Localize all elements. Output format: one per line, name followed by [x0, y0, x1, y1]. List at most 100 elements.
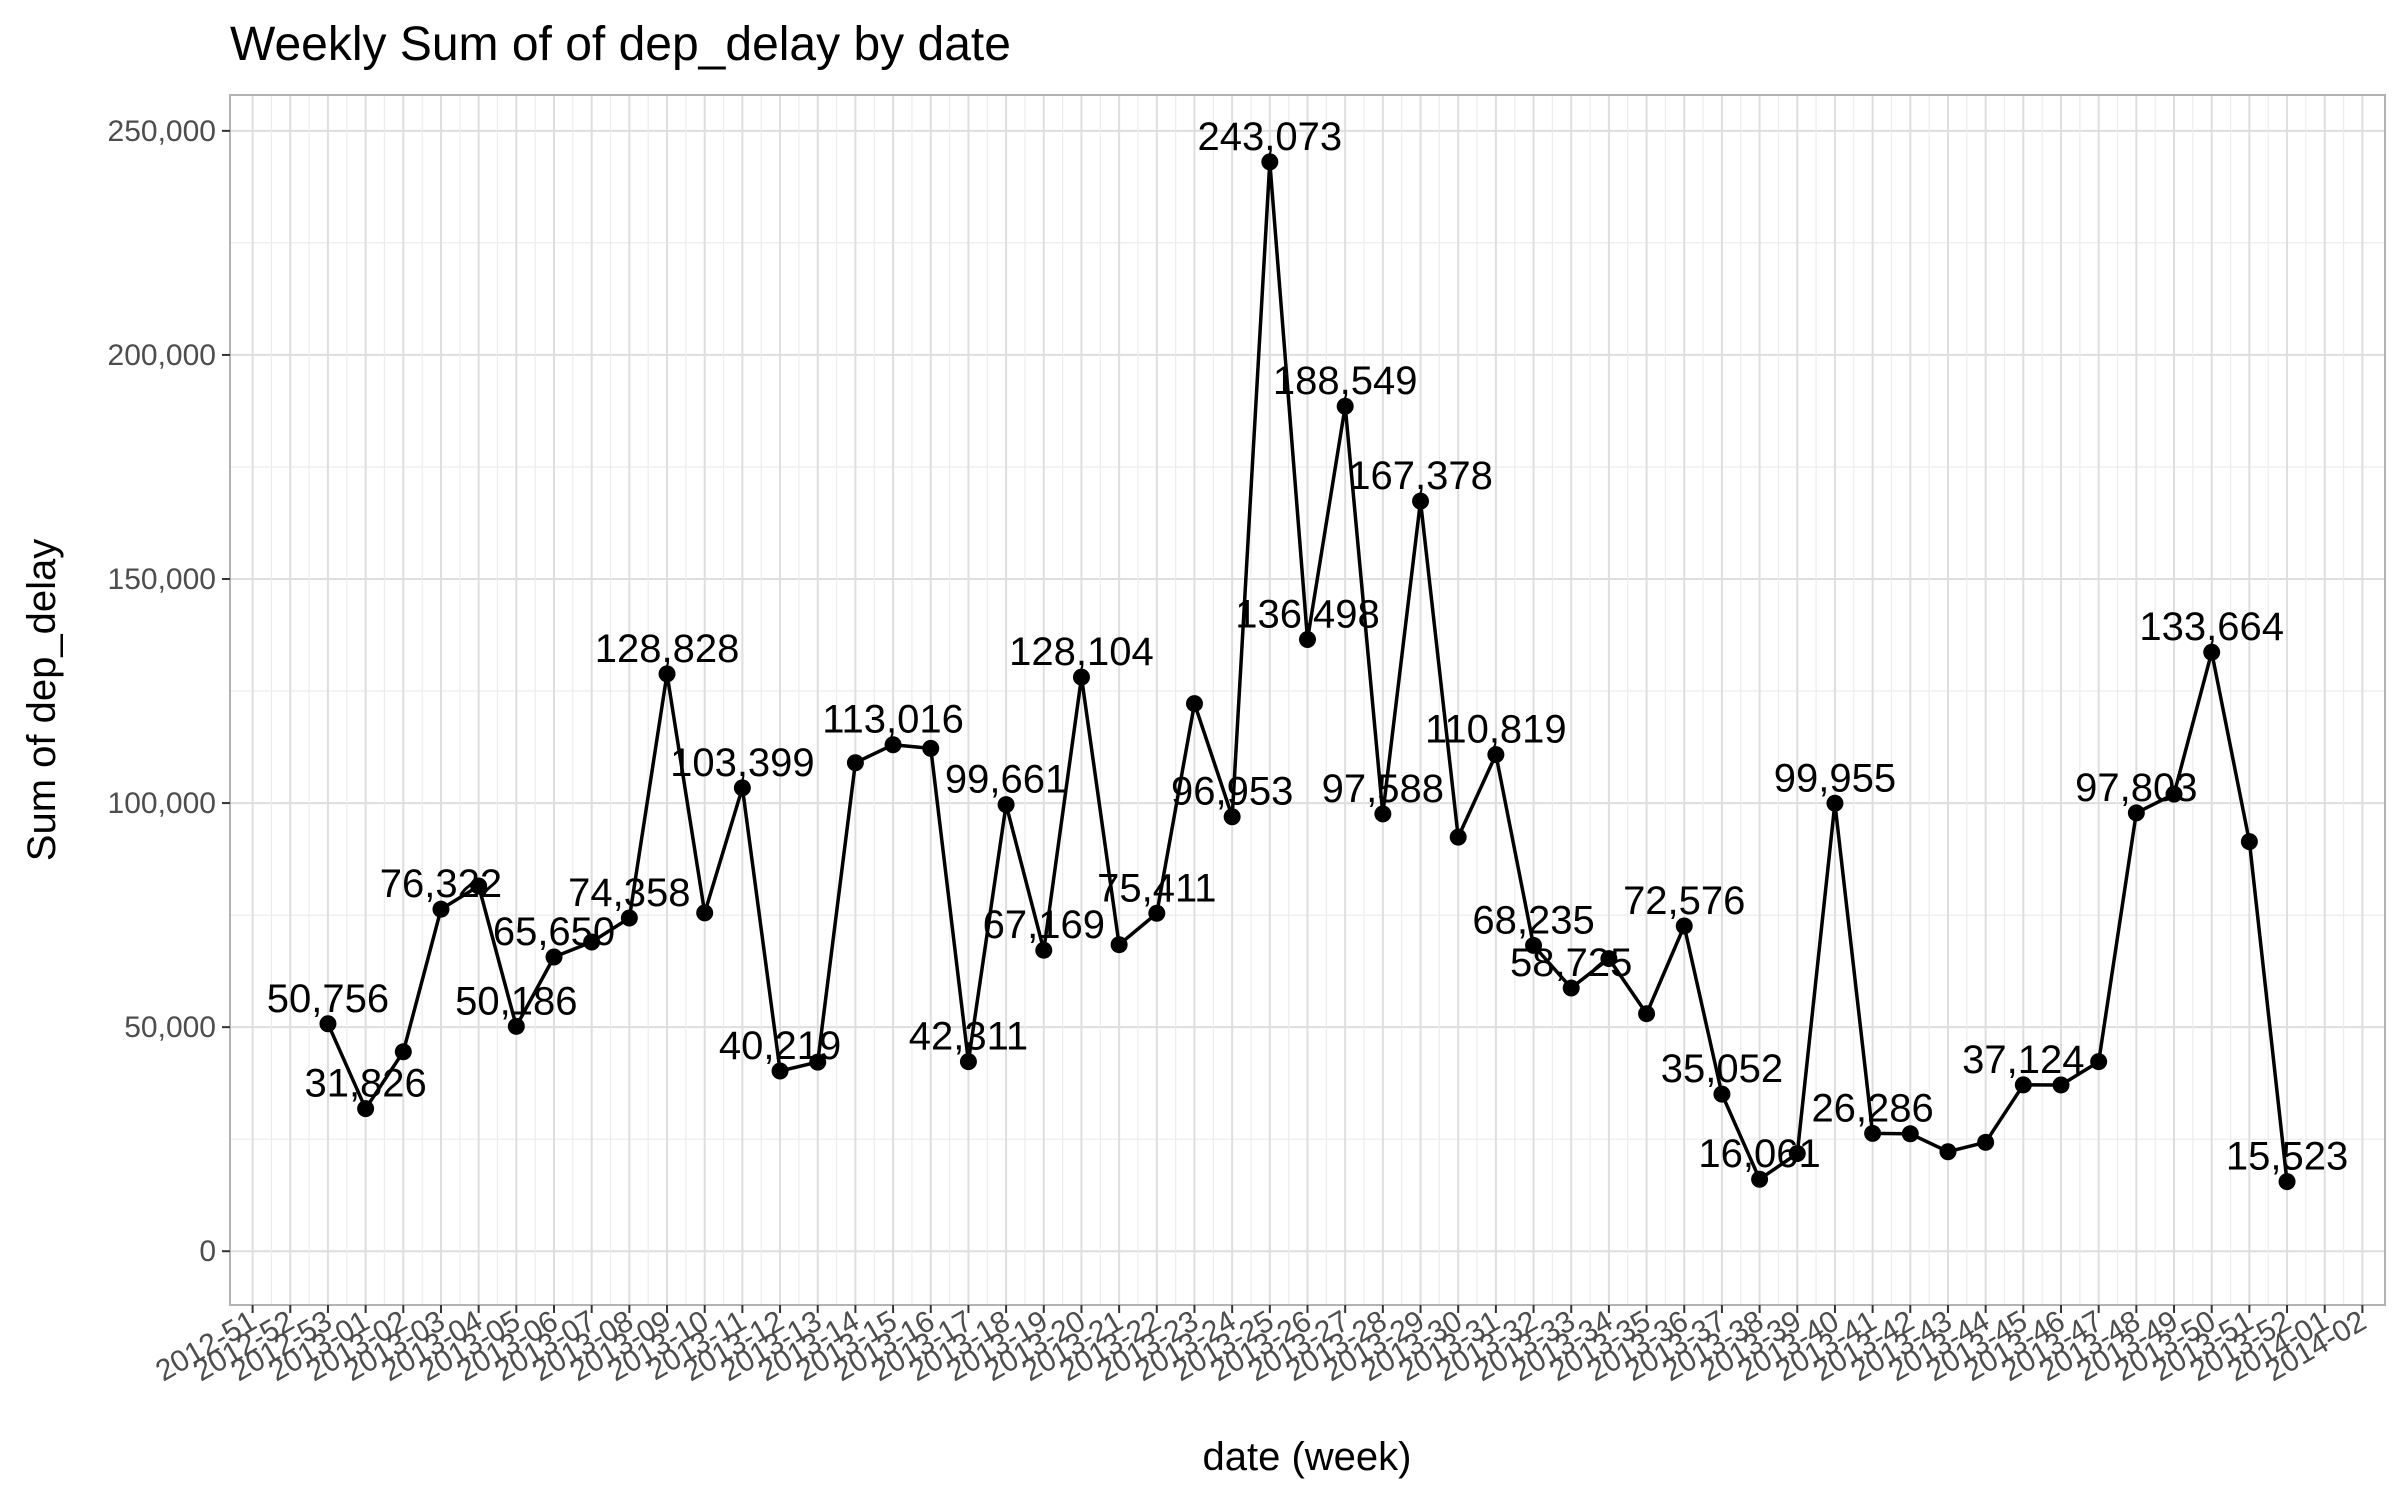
data-point — [1449, 828, 1467, 846]
y-tick-label: 0 — [199, 1235, 216, 1268]
data-point — [997, 796, 1015, 814]
y-tick-label: 150,000 — [108, 563, 216, 596]
data-point — [1110, 936, 1128, 954]
data-point — [846, 754, 864, 772]
data-label: 16,061 — [1698, 1132, 1820, 1176]
y-tick-label: 50,000 — [124, 1011, 216, 1044]
data-label: 50,186 — [455, 979, 577, 1023]
data-label: 136,498 — [1235, 593, 1380, 637]
grid — [230, 95, 2385, 1305]
data-label: 65,650 — [493, 910, 615, 954]
data-point — [1901, 1125, 1919, 1143]
data-label: 31,826 — [304, 1062, 426, 1106]
data-point — [2278, 1173, 2296, 1191]
data-point — [1525, 936, 1543, 954]
data-label: 103,399 — [670, 741, 815, 785]
data-point — [470, 877, 488, 895]
data-label: 133,664 — [2139, 605, 2284, 649]
data-point — [583, 933, 601, 951]
data-point — [771, 1062, 789, 1080]
data-point — [394, 1043, 412, 1061]
y-axis-title: Sum of dep_delay — [20, 539, 64, 861]
data-label: 99,955 — [1774, 756, 1896, 800]
data-point — [1148, 904, 1166, 922]
data-label: 72,576 — [1623, 879, 1745, 923]
data-label: 113,016 — [822, 698, 964, 742]
data-point — [1223, 808, 1241, 826]
data-point — [1336, 397, 1354, 415]
data-label: 40,219 — [719, 1024, 841, 1068]
data-point — [1035, 941, 1053, 959]
data-point — [1638, 1005, 1656, 1023]
data-label: 76,322 — [380, 862, 502, 906]
data-point — [2014, 1076, 2032, 1094]
data-point — [2052, 1076, 2070, 1094]
y-tick-label: 250,000 — [108, 115, 216, 148]
data-label: 37,124 — [1962, 1038, 2084, 1082]
data-point — [1675, 917, 1693, 935]
data-label: 97,588 — [1322, 767, 1444, 811]
data-label: 74,358 — [568, 871, 690, 915]
data-label: 96,953 — [1171, 770, 1293, 814]
data-point — [2090, 1053, 2108, 1071]
data-label: 68,235 — [1472, 898, 1594, 942]
data-point — [1826, 794, 1844, 812]
data-point — [1562, 979, 1580, 997]
x-axis-title: date (week) — [1203, 1435, 1412, 1479]
x-axis: 2012-512012-522012-532013-012013-022013-… — [150, 1304, 2372, 1388]
data-point — [2203, 643, 2221, 661]
y-tick-label: 100,000 — [108, 787, 216, 820]
data-label: 110,819 — [1425, 708, 1567, 752]
data-point — [1864, 1124, 1882, 1142]
data-label: 58,725 — [1510, 941, 1632, 985]
data-label: 97,803 — [2075, 766, 2197, 810]
data-point — [1939, 1143, 1957, 1161]
series-line-group — [319, 153, 2296, 1191]
data-point — [1072, 668, 1090, 686]
data-label: 67,169 — [983, 903, 1105, 947]
data-point — [2240, 833, 2258, 851]
data-point — [2165, 785, 2183, 803]
data-point — [1299, 631, 1316, 649]
data-label: 128,104 — [1009, 630, 1154, 674]
data-point — [357, 1100, 375, 1118]
data-point — [696, 904, 714, 922]
data-point — [1751, 1170, 1769, 1188]
data-label: 75,411 — [1097, 866, 1216, 910]
data-point — [884, 736, 902, 754]
data-point — [1261, 153, 1279, 171]
data-point — [959, 1053, 977, 1071]
data-label: 50,756 — [267, 977, 389, 1021]
data-point — [319, 1015, 337, 1033]
data-label: 188,549 — [1273, 359, 1418, 403]
data-point — [432, 900, 450, 918]
data-point — [1600, 950, 1618, 968]
data-point — [658, 665, 676, 683]
data-label: 26,286 — [1811, 1086, 1933, 1130]
data-point — [1977, 1133, 1995, 1151]
data-point — [809, 1053, 827, 1071]
data-point — [922, 739, 940, 757]
data-label: 35,052 — [1661, 1047, 1783, 1091]
data-label: 243,073 — [1198, 115, 1343, 159]
data-point — [1374, 805, 1392, 823]
data-point — [1487, 746, 1505, 764]
data-point — [1788, 1145, 1806, 1163]
data-point — [733, 779, 751, 797]
data-point — [2127, 804, 2145, 822]
data-point — [1412, 492, 1430, 510]
y-tick-label: 200,000 — [108, 339, 216, 372]
data-label: 167,378 — [1348, 454, 1493, 498]
data-label: 42,311 — [909, 1015, 1028, 1059]
data-point — [620, 909, 638, 927]
data-point — [1713, 1085, 1731, 1103]
chart-title: Weekly Sum of of dep_delay by date — [230, 18, 1011, 71]
y-axis: 0 50,000 100,000 150,000 200,000 250,000 — [108, 115, 230, 1268]
data-point — [545, 948, 563, 966]
data-point — [507, 1017, 525, 1035]
data-point — [1185, 695, 1203, 713]
data-label: 128,828 — [595, 627, 740, 671]
